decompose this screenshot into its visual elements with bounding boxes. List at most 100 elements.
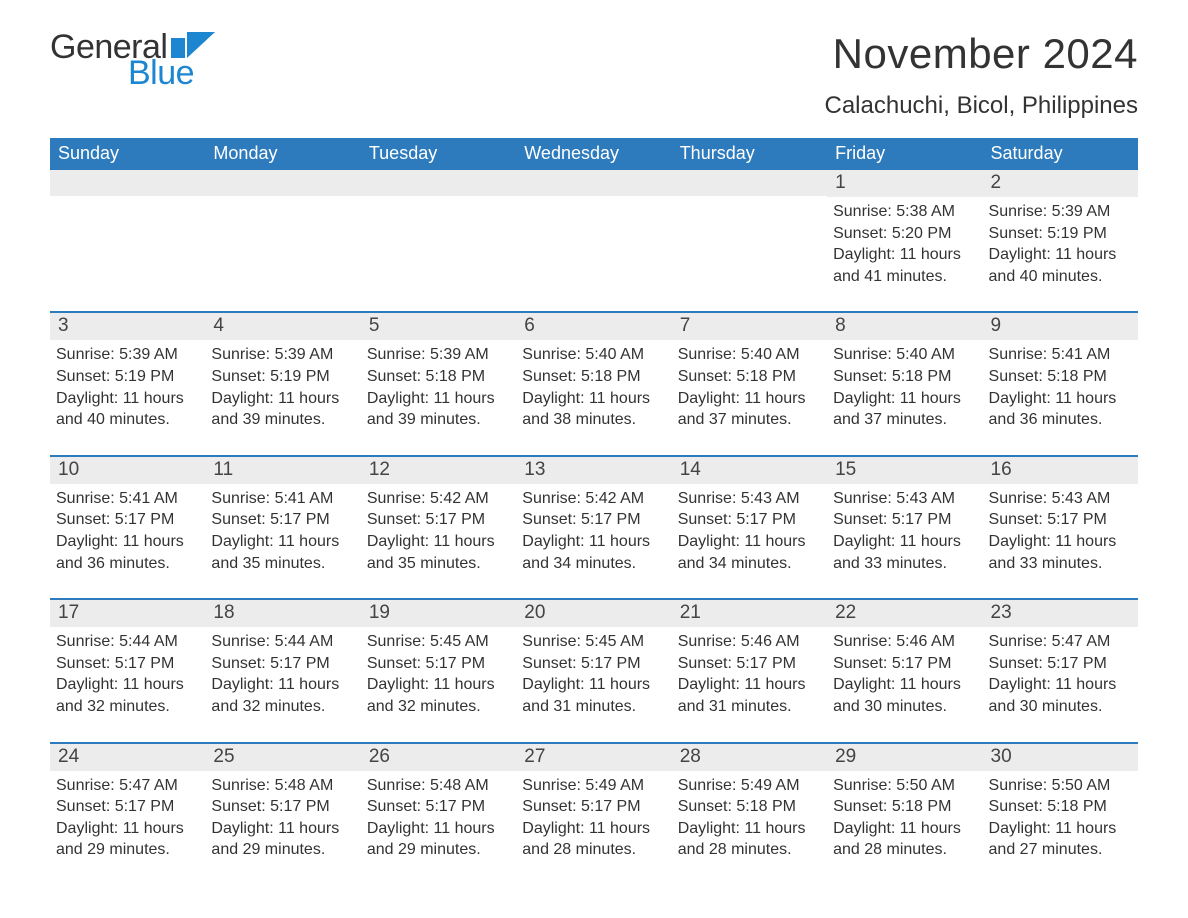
week-row: 3Sunrise: 5:39 AMSunset: 5:19 PMDaylight…: [50, 311, 1138, 438]
sunset-text: Sunset: 5:17 PM: [522, 796, 665, 818]
sunset-text: Sunset: 5:17 PM: [989, 509, 1132, 531]
sunrise-text: Sunrise: 5:49 AM: [678, 775, 821, 797]
week-row: 10Sunrise: 5:41 AMSunset: 5:17 PMDayligh…: [50, 455, 1138, 582]
day-number: 18: [205, 600, 360, 627]
day-header-row: Sunday Monday Tuesday Wednesday Thursday…: [50, 138, 1138, 170]
sunset-text: Sunset: 5:19 PM: [989, 223, 1132, 245]
calendar-cell: 8Sunrise: 5:40 AMSunset: 5:18 PMDaylight…: [827, 313, 982, 438]
day-number: 2: [983, 170, 1138, 197]
daylight-text: Daylight: 11 hours and 30 minutes.: [989, 674, 1132, 717]
daylight-text: Daylight: 11 hours and 35 minutes.: [367, 531, 510, 574]
brand-logo: General Blue: [50, 30, 215, 90]
daylight-text: Daylight: 11 hours and 29 minutes.: [56, 818, 199, 861]
sunrise-text: Sunrise: 5:47 AM: [56, 775, 199, 797]
daylight-text: Daylight: 11 hours and 35 minutes.: [211, 531, 354, 574]
sunrise-text: Sunrise: 5:38 AM: [833, 201, 976, 223]
calendar-cell: 1Sunrise: 5:38 AMSunset: 5:20 PMDaylight…: [827, 170, 982, 295]
sunrise-text: Sunrise: 5:42 AM: [367, 488, 510, 510]
calendar-cell: 16Sunrise: 5:43 AMSunset: 5:17 PMDayligh…: [983, 457, 1138, 582]
day-number: 22: [827, 600, 982, 627]
sunrise-text: Sunrise: 5:41 AM: [56, 488, 199, 510]
daylight-text: Daylight: 11 hours and 28 minutes.: [833, 818, 976, 861]
sunrise-text: Sunrise: 5:40 AM: [522, 344, 665, 366]
day-number: 20: [516, 600, 671, 627]
sunrise-text: Sunrise: 5:50 AM: [833, 775, 976, 797]
sunset-text: Sunset: 5:17 PM: [678, 509, 821, 531]
sunrise-text: Sunrise: 5:39 AM: [211, 344, 354, 366]
day-number: 28: [672, 744, 827, 771]
dayhead-sunday: Sunday: [50, 138, 205, 170]
sunrise-text: Sunrise: 5:46 AM: [833, 631, 976, 653]
daylight-text: Daylight: 11 hours and 32 minutes.: [211, 674, 354, 717]
sunrise-text: Sunrise: 5:47 AM: [989, 631, 1132, 653]
daylight-text: Daylight: 11 hours and 37 minutes.: [833, 388, 976, 431]
dayhead-friday: Friday: [827, 138, 982, 170]
calendar-cell: 24Sunrise: 5:47 AMSunset: 5:17 PMDayligh…: [50, 744, 205, 869]
calendar-cell: 12 Sunrise: 5:42 AMSunset: 5:17 PMDayligh…: [361, 457, 516, 582]
week-row: 1Sunrise: 5:38 AMSunset: 5:20 PMDaylight…: [50, 170, 1138, 295]
sunrise-text: Sunrise: 5:41 AM: [211, 488, 354, 510]
day-number: [205, 170, 360, 196]
daylight-text: Daylight: 11 hours and 28 minutes.: [522, 818, 665, 861]
calendar-cell: [50, 170, 205, 295]
calendar-cell: 30Sunrise: 5:50 AMSunset: 5:18 PMDayligh…: [983, 744, 1138, 869]
sunset-text: Sunset: 5:18 PM: [833, 366, 976, 388]
day-number: 7: [672, 313, 827, 340]
calendar-cell: 26Sunrise: 5:48 AMSunset: 5:17 PMDayligh…: [361, 744, 516, 869]
day-number: [672, 170, 827, 196]
sunrise-text: Sunrise: 5:43 AM: [989, 488, 1132, 510]
sunset-text: Sunset: 5:18 PM: [522, 366, 665, 388]
daylight-text: Daylight: 11 hours and 27 minutes.: [989, 818, 1132, 861]
daylight-text: Daylight: 11 hours and 29 minutes.: [211, 818, 354, 861]
calendar-cell: 11 Sunrise: 5:41 AMSunset: 5:17 PMDayligh…: [205, 457, 360, 582]
sunset-text: Sunset: 5:17 PM: [833, 509, 976, 531]
day-number: 11: [205, 457, 360, 484]
calendar-cell: 18Sunrise: 5:44 AMSunset: 5:17 PMDayligh…: [205, 600, 360, 725]
dayhead-saturday: Saturday: [983, 138, 1138, 170]
daylight-text: Daylight: 11 hours and 33 minutes.: [989, 531, 1132, 574]
calendar-cell: [516, 170, 671, 295]
day-number: 25: [205, 744, 360, 771]
sunrise-text: Sunrise: 5:45 AM: [522, 631, 665, 653]
sunset-text: Sunset: 5:17 PM: [678, 653, 821, 675]
month-title: November 2024: [825, 30, 1139, 78]
daylight-text: Daylight: 11 hours and 31 minutes.: [522, 674, 665, 717]
calendar-cell: 27Sunrise: 5:49 AMSunset: 5:17 PMDayligh…: [516, 744, 671, 869]
calendar-cell: 6Sunrise: 5:40 AMSunset: 5:18 PMDaylight…: [516, 313, 671, 438]
day-number: 8: [827, 313, 982, 340]
day-number: 13: [516, 457, 671, 484]
calendar-cell: 13Sunrise: 5:42 AMSunset: 5:17 PMDayligh…: [516, 457, 671, 582]
calendar-cell: [672, 170, 827, 295]
daylight-text: Daylight: 11 hours and 36 minutes.: [989, 388, 1132, 431]
day-number: 3: [50, 313, 205, 340]
daylight-text: Daylight: 11 hours and 28 minutes.: [678, 818, 821, 861]
sunset-text: Sunset: 5:19 PM: [56, 366, 199, 388]
sunset-text: Sunset: 5:17 PM: [367, 509, 510, 531]
day-number: 21: [672, 600, 827, 627]
sunrise-text: Sunrise: 5:40 AM: [678, 344, 821, 366]
day-number: 9: [983, 313, 1138, 340]
day-number: 12: [361, 457, 516, 484]
sunset-text: Sunset: 5:17 PM: [211, 509, 354, 531]
calendar-cell: 21Sunrise: 5:46 AMSunset: 5:17 PMDayligh…: [672, 600, 827, 725]
daylight-text: Daylight: 11 hours and 39 minutes.: [367, 388, 510, 431]
day-number: [516, 170, 671, 196]
day-number: 27: [516, 744, 671, 771]
day-number: 30: [983, 744, 1138, 771]
calendar-cell: 23Sunrise: 5:47 AMSunset: 5:17 PMDayligh…: [983, 600, 1138, 725]
dayhead-wednesday: Wednesday: [516, 138, 671, 170]
calendar: Sunday Monday Tuesday Wednesday Thursday…: [50, 138, 1138, 869]
sunrise-text: Sunrise: 5:44 AM: [56, 631, 199, 653]
week-row: 24Sunrise: 5:47 AMSunset: 5:17 PMDayligh…: [50, 742, 1138, 869]
day-number: 4: [205, 313, 360, 340]
calendar-cell: 4Sunrise: 5:39 AMSunset: 5:19 PMDaylight…: [205, 313, 360, 438]
daylight-text: Daylight: 11 hours and 40 minutes.: [56, 388, 199, 431]
sunrise-text: Sunrise: 5:48 AM: [367, 775, 510, 797]
sunrise-text: Sunrise: 5:48 AM: [211, 775, 354, 797]
sunrise-text: Sunrise: 5:39 AM: [56, 344, 199, 366]
calendar-cell: 22Sunrise: 5:46 AMSunset: 5:17 PMDayligh…: [827, 600, 982, 725]
calendar-cell: 7Sunrise: 5:40 AMSunset: 5:18 PMDaylight…: [672, 313, 827, 438]
calendar-cell: 10Sunrise: 5:41 AMSunset: 5:17 PMDayligh…: [50, 457, 205, 582]
day-number: [50, 170, 205, 196]
weeks-container: 1Sunrise: 5:38 AMSunset: 5:20 PMDaylight…: [50, 170, 1138, 869]
